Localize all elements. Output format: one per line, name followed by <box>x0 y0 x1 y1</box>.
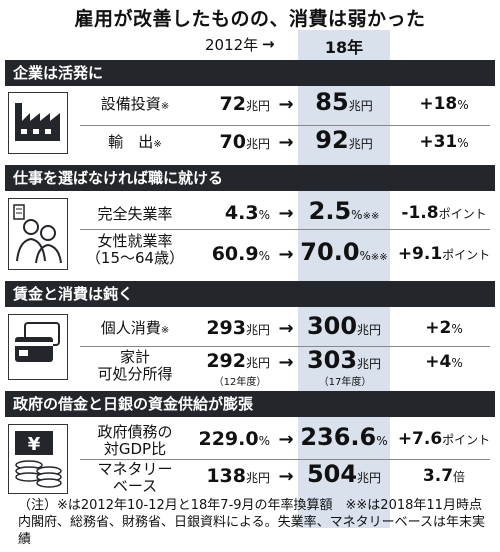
value-2012: 229.0% <box>198 428 270 450</box>
fiscal-year-note-2012: （12年度） <box>213 377 267 388</box>
row-label: 家計 可処分所得 <box>97 348 173 383</box>
arrow: → <box>278 94 294 115</box>
row-divider <box>80 125 490 126</box>
change-value: +18% <box>419 94 469 114</box>
page-title: 雇用が改善したものの、消費は弱かった <box>74 8 426 30</box>
section-heading-government-debt: 政府の借金と日銀の資金供給が膨張 <box>5 391 495 417</box>
value-2012: 60.9% <box>211 243 270 265</box>
arrow: → <box>278 466 294 487</box>
arrow: → <box>278 352 294 373</box>
job-seekers-icon <box>8 198 68 270</box>
arrow: → <box>278 203 294 224</box>
value-2012: 292兆円 <box>206 350 270 372</box>
change-value: 3.7倍 <box>422 466 466 486</box>
row-label: マネタリー ベース <box>97 460 173 495</box>
value-2012: 293兆円 <box>206 317 270 339</box>
value-18: 300兆円 <box>306 312 382 340</box>
row-label: 設備投資※ <box>100 95 170 113</box>
svg-text:¥: ¥ <box>28 434 41 455</box>
year-right-header: 18年 <box>324 38 364 57</box>
row-label: 完全失業率 <box>97 205 173 223</box>
change-value: +31% <box>419 132 469 152</box>
value-18: 303兆円 <box>306 346 382 374</box>
row-label: 女性就業率 （15〜64歳） <box>85 232 185 267</box>
section-heading-corporate: 企業は活発に <box>5 60 495 86</box>
arrow: → <box>278 429 294 450</box>
change-value: +2% <box>425 318 463 338</box>
footnote: （注）※は2012年10-12月と18年7-9月の年率換算額 ※※は2018年1… <box>18 498 495 547</box>
year-left-header: 2012年 <box>205 36 259 54</box>
change-value: +7.6ポイント <box>397 429 491 449</box>
section-heading-wages: 賃金と消費は鈍く <box>5 281 495 307</box>
arrow: → <box>278 244 294 265</box>
row-label: 個人消費※ <box>100 319 170 337</box>
highlight-column-18 <box>298 30 390 528</box>
value-18: 236.6% <box>300 423 388 451</box>
row-divider <box>80 459 490 460</box>
year-arrow: → <box>262 35 275 53</box>
value-18: 70.0%※※ <box>300 238 388 266</box>
value-2012: 70兆円 <box>219 131 270 153</box>
row-label: 輸 出※ <box>108 133 162 151</box>
row-divider <box>80 346 490 347</box>
value-2012: 4.3% <box>224 202 270 224</box>
row-label: 政府債務の 対GDP比 <box>97 423 173 458</box>
change-value: +9.1ポイント <box>397 244 491 264</box>
value-18: 92兆円 <box>315 126 373 154</box>
fiscal-year-note-18: （17年度） <box>318 377 372 388</box>
factory-icon <box>8 92 68 154</box>
value-18: 85兆円 <box>315 88 373 116</box>
change-value: -1.8ポイント <box>401 203 487 223</box>
value-18: 504兆円 <box>306 460 382 488</box>
yen-coins-icon: ¥ <box>8 424 68 494</box>
value-2012: 72兆円 <box>219 93 270 115</box>
section-heading-employment: 仕事を選ばなければ職に就ける <box>5 165 495 191</box>
credit-card-icon <box>8 314 68 380</box>
value-2012: 138兆円 <box>206 465 270 487</box>
value-18: 2.5%※※ <box>308 197 380 225</box>
row-divider <box>80 229 490 230</box>
arrow: → <box>278 132 294 153</box>
change-value: +4% <box>425 352 463 372</box>
arrow: → <box>278 318 294 339</box>
